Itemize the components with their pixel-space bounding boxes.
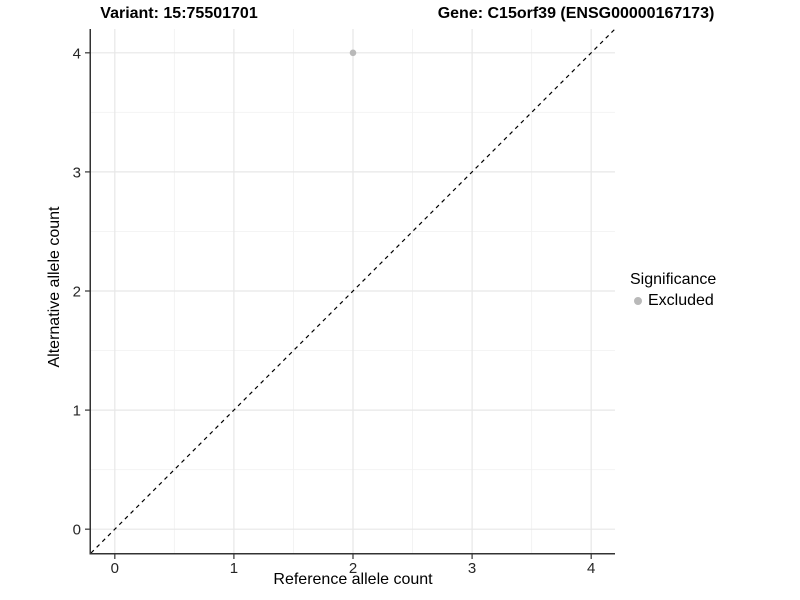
x-tick-label: 3 [468,560,476,577]
y-tick-label: 0 [73,522,81,539]
legend-item-excluded: Excluded [630,292,716,310]
data-point [349,49,357,57]
legend-item-label: Excluded [648,292,714,309]
plot-title-variant: Variant: 15:75501701 [100,5,258,22]
axis-lines [89,29,615,555]
plot-title-gene: Gene: C15orf39 (ENSG00000167173) [437,5,715,22]
x-axis-title: Reference allele count [273,571,433,588]
x-tick-label: 1 [230,560,238,577]
x-tick-label: 0 [111,560,119,577]
y-tick-label: 1 [73,403,81,420]
x-tick-label: 2 [349,560,357,577]
y-tick-label: 4 [73,45,81,62]
x-tick-label: 4 [587,560,595,577]
legend-title: Significance [630,271,717,288]
legend: Significance Excluded [630,271,716,310]
y-tick-label: 3 [73,164,81,181]
y-axis-title: Alternative allele count [46,206,63,368]
y-axis-ticks: 0 1 2 3 4 [73,45,90,539]
x-axis-ticks: 0 1 2 3 4 [111,554,595,577]
y-tick-label: 2 [73,284,81,301]
legend-point-icon [634,297,642,305]
identity-line [90,28,616,554]
